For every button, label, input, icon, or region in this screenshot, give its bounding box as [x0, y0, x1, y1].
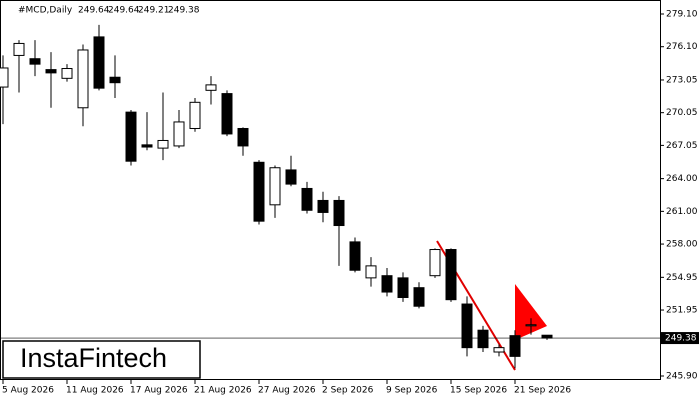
candle-body: [285, 169, 297, 185]
candle-body: [445, 249, 457, 301]
candle-body: [525, 324, 537, 327]
candle-body: [0, 67, 9, 88]
logo: InstaFintech: [20, 343, 167, 373]
y-tick-label: 276.10: [666, 42, 698, 52]
last-price-box: [661, 332, 699, 345]
x-tick-label: 21 Aug 2026: [194, 386, 252, 396]
last-price-label: 249.38: [665, 334, 697, 344]
candle-body: [141, 144, 153, 148]
candle-body: [125, 111, 137, 162]
candle-body: [349, 241, 361, 271]
candle-body: [157, 139, 169, 149]
x-tick-label: 27 Aug 2026: [258, 386, 316, 396]
x-tick-label: 17 Aug 2026: [130, 386, 188, 396]
y-tick-label: 254.95: [666, 273, 698, 283]
candle-body: [509, 335, 521, 357]
candle-body: [13, 42, 25, 56]
x-tick-label: 9 Sep 2026: [386, 386, 438, 396]
candle-body: [205, 84, 217, 91]
candle-body: [333, 199, 345, 227]
candle-body: [221, 93, 233, 135]
x-tick-label: 5 Aug 2026: [2, 386, 54, 396]
candle-body: [45, 69, 57, 74]
candle-body: [381, 275, 393, 293]
y-tick-label: 279.10: [666, 10, 698, 20]
candle-body: [493, 347, 505, 353]
x-tick-label: 11 Aug 2026: [66, 386, 124, 396]
header-value: 249.64: [108, 6, 140, 16]
pennant: [515, 284, 547, 340]
candle-body: [269, 167, 281, 206]
x-tick-label: 21 Sep 2026: [514, 386, 571, 396]
y-tick-label: 258.00: [666, 240, 698, 250]
chart-title: #MCD,Daily: [18, 6, 73, 16]
header-value: 249.64: [78, 6, 110, 16]
candle-body: [413, 287, 425, 307]
header-value: 249.21: [138, 6, 170, 16]
logo-box: [2, 340, 201, 379]
candle-body: [109, 76, 121, 84]
candle-body: [365, 265, 377, 279]
candle-body: [237, 127, 249, 147]
header-value: 249.38: [168, 6, 200, 16]
candle-body: [301, 187, 313, 211]
candle-body: [397, 277, 409, 298]
y-tick-label: 273.05: [666, 75, 698, 85]
x-tick-label: 2 Sep 2026: [322, 386, 374, 396]
y-tick-label: 267.05: [666, 141, 698, 151]
plot-frame: [0, 0, 661, 380]
candle-body: [77, 49, 89, 109]
candle-body: [253, 161, 265, 222]
y-tick-label: 245.90: [666, 372, 698, 382]
candle-body: [317, 199, 329, 213]
candle-body: [461, 303, 473, 349]
y-tick-label: 264.00: [666, 174, 698, 184]
candle-body: [429, 249, 441, 277]
candle-body: [189, 101, 201, 129]
y-tick-label: 261.00: [666, 207, 698, 217]
x-tick-label: 15 Sep 2026: [450, 386, 507, 396]
candle-body: [541, 334, 553, 339]
candle-body: [29, 58, 41, 65]
candle-body: [61, 68, 73, 79]
candle-body: [93, 36, 105, 89]
candle-body: [173, 121, 185, 147]
y-tick-label: 270.05: [666, 108, 698, 118]
plot-area: [0, 24, 553, 369]
y-tick-label: 251.95: [666, 306, 698, 316]
candle-body: [477, 329, 489, 349]
